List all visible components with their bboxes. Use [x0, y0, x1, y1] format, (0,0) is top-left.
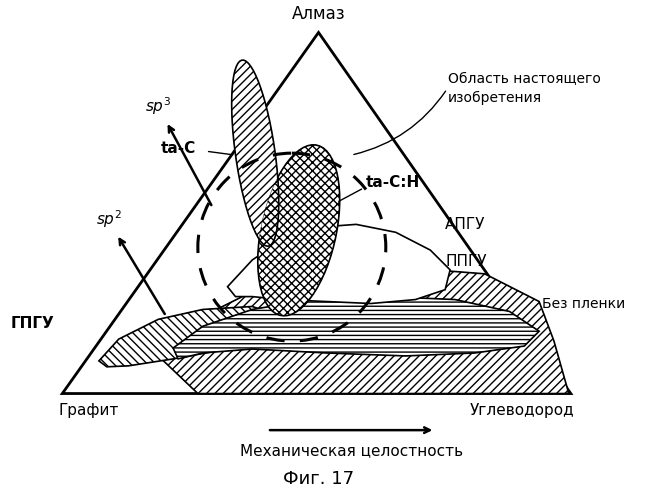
Text: ППГУ: ППГУ	[445, 254, 487, 270]
Polygon shape	[158, 267, 571, 394]
Polygon shape	[99, 306, 282, 367]
Text: $sp^3$: $sp^3$	[145, 95, 172, 116]
Polygon shape	[228, 224, 450, 304]
Text: Алмаз: Алмаз	[292, 4, 345, 22]
Text: ta-C: ta-C	[161, 140, 196, 156]
Text: АПГУ: АПГУ	[445, 217, 486, 232]
Text: Углеводород: Углеводород	[470, 404, 575, 418]
Polygon shape	[232, 60, 279, 246]
Text: Без пленки: Без пленки	[542, 296, 626, 310]
Text: Графит: Графит	[58, 404, 119, 418]
Text: Область настоящего
изобретения: Область настоящего изобретения	[448, 72, 601, 104]
Polygon shape	[258, 145, 340, 316]
Polygon shape	[173, 296, 539, 359]
Text: Фиг. 17: Фиг. 17	[283, 470, 354, 488]
Text: ГПГУ: ГПГУ	[11, 316, 54, 331]
Text: ta-C:Н: ta-C:Н	[366, 176, 421, 190]
Text: $sp^2$: $sp^2$	[96, 208, 122, 231]
Text: Механическая целостность: Механическая целостность	[239, 443, 462, 458]
